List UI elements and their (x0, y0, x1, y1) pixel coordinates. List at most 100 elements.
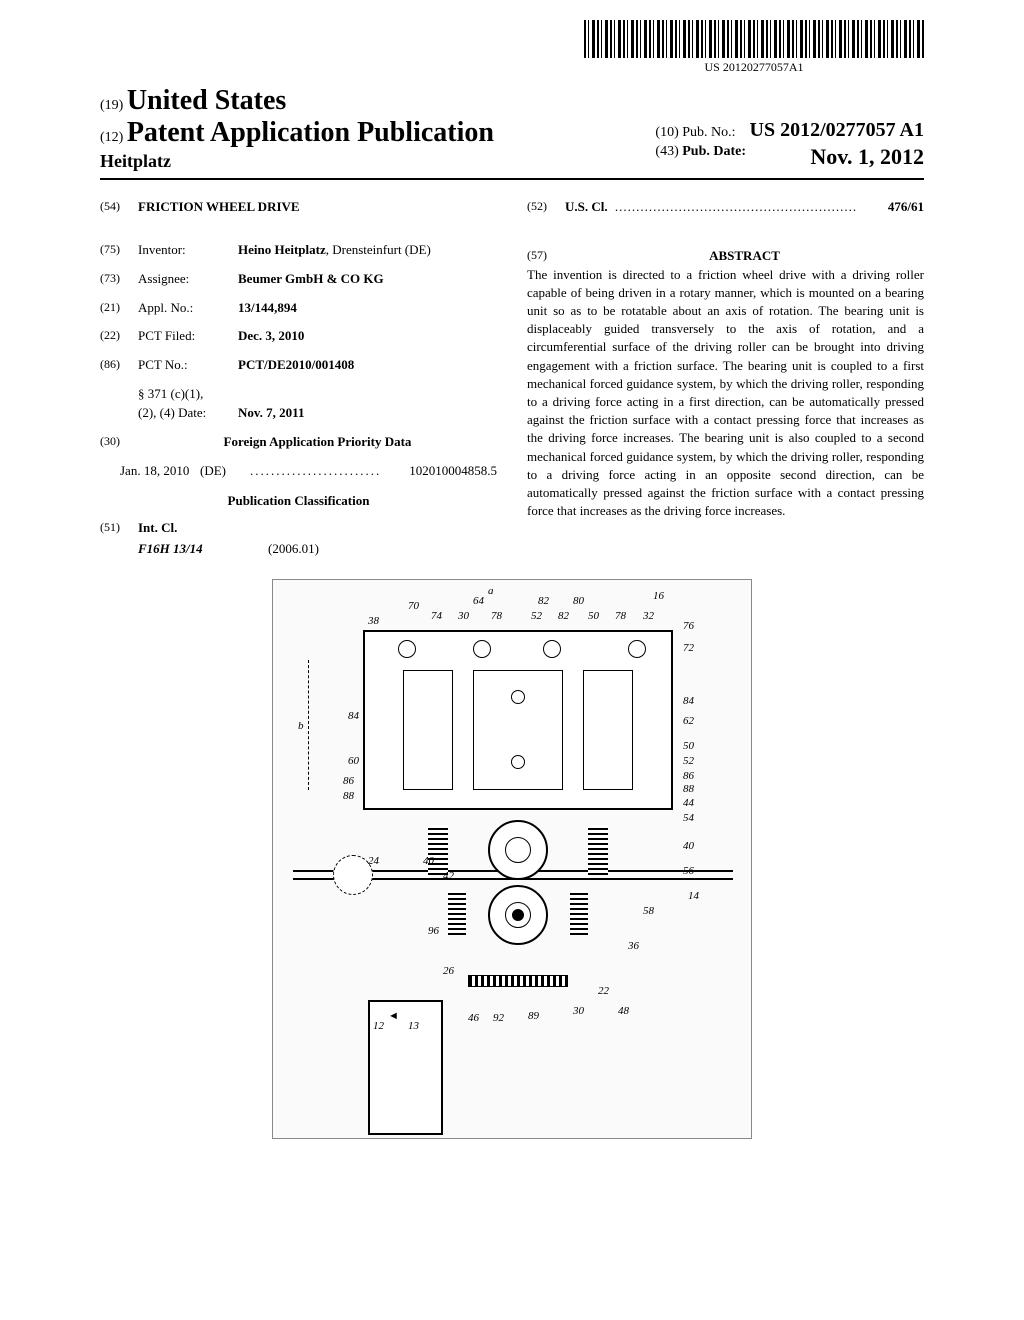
fig-ref: 22 (598, 985, 609, 997)
barcode-text: US 20120277057A1 (584, 60, 924, 75)
left-column: (54) FRICTION WHEEL DRIVE (75) Inventor:… (100, 198, 497, 559)
fig-ref: 32 (643, 610, 654, 622)
fig-ref: 14 (688, 890, 699, 902)
fig-ref: 86 (343, 775, 354, 787)
fig-ref: 50 (683, 740, 694, 752)
country-code: (19) (100, 98, 123, 113)
fpd-heading-row: (30) Foreign Application Priority Data (100, 433, 497, 452)
uscl-value: 476/61 (888, 198, 924, 217)
fig-ref: b (298, 720, 304, 732)
pctno-label: PCT No.: (138, 356, 238, 375)
fig-ref: 36 (628, 940, 639, 952)
uscl-row: (52) U.S. Cl. ..........................… (527, 198, 924, 217)
header-left: (19) United States (12) Patent Applicati… (100, 85, 494, 172)
fig-ref: 58 (643, 905, 654, 917)
abstract-heading: ABSTRACT (565, 247, 924, 266)
fig-ref: 84 (683, 695, 694, 707)
fig-ref: 88 (683, 783, 694, 795)
fig-ref: 60 (348, 755, 359, 767)
fig-ref: 52 (531, 610, 542, 622)
fig-ref: 54 (683, 812, 694, 824)
pub-type-code: (12) (100, 130, 123, 145)
fig-ref: 92 (493, 1012, 504, 1024)
fig-ref: 80 (573, 595, 584, 607)
fig-ref: 13 (408, 1020, 419, 1032)
abstract-text: The invention is directed to a friction … (527, 266, 924, 521)
pubno-code: (10) (655, 125, 678, 140)
intcl-data-row: F16H 13/14 (2006.01) (138, 540, 497, 559)
intcl-class: F16H 13/14 (138, 540, 268, 559)
fpd-heading: Foreign Application Priority Data (138, 433, 497, 452)
fig-ref: 56 (683, 865, 694, 877)
fig-ref: 30 (458, 610, 469, 622)
pctfiled-row: (22) PCT Filed: Dec. 3, 2010 (100, 327, 497, 346)
inventor-label: Inventor: (138, 241, 238, 260)
pctno-code: (86) (100, 356, 138, 375)
fig-ref: 86 (683, 770, 694, 782)
fig-ref: 82 (538, 595, 549, 607)
inventor-value: Heino Heitplatz, Drensteinfurt (DE) (238, 241, 497, 260)
inventor-loc: , Drensteinfurt (DE) (326, 242, 431, 257)
intcl-row: (51) Int. Cl. (100, 519, 497, 538)
country-line: (19) United States (100, 85, 494, 117)
fpd-dots: ......................... (250, 462, 409, 481)
fig-ref: 12 (373, 1020, 384, 1032)
pctfiled-value: Dec. 3, 2010 (238, 327, 497, 346)
fig-ref: 89 (528, 1010, 539, 1022)
title-row: (54) FRICTION WHEEL DRIVE (100, 198, 497, 231)
abstract-code: (57) (527, 247, 565, 266)
uscl-code: (52) (527, 198, 565, 217)
intcl-code: (51) (100, 519, 138, 538)
fig-ref: 44 (683, 797, 694, 809)
pctfiled-label: PCT Filed: (138, 327, 238, 346)
header-right: (10) Pub. No.: US 2012/0277057 A1 (43) P… (655, 119, 924, 172)
fpd-number: 102010004858.5 (409, 462, 497, 481)
fig-ref: 40 (683, 840, 694, 852)
intcl-year: (2006.01) (268, 540, 319, 559)
figure-region: ◄ 16 70 64 82 80 38 74 30 78 52 82 50 78… (100, 579, 924, 1144)
pubdate-label: Pub. Date: (682, 144, 746, 159)
pubno-value: US 2012/0277057 A1 (750, 119, 924, 141)
fig-ref: 82 (558, 610, 569, 622)
fpd-code: (30) (100, 433, 138, 452)
s371-label1: § 371 (c)(1), (138, 385, 497, 404)
pubdate-line: (43) Pub. Date: Nov. 1, 2012 (655, 144, 924, 160)
pubno-label: Pub. No.: (682, 125, 735, 140)
country-name: United States (127, 85, 286, 116)
pctno-row: (86) PCT No.: PCT/DE2010/001408 (100, 356, 497, 375)
fig-ref: 16 (653, 590, 664, 602)
pubdate-code: (43) (655, 144, 678, 159)
inventor-code: (75) (100, 241, 138, 260)
uscl-dots: ........................................… (611, 198, 888, 217)
abstract-heading-row: (57) ABSTRACT (527, 247, 924, 266)
assignee-code: (73) (100, 270, 138, 289)
fig-ref: 38 (368, 615, 379, 627)
applno-row: (21) Appl. No.: 13/144,894 (100, 299, 497, 318)
fig-ref: 78 (491, 610, 502, 622)
fpd-data-row: Jan. 18, 2010 (DE) .....................… (100, 462, 497, 481)
fig-ref: 78 (615, 610, 626, 622)
inventor-row: (75) Inventor: Heino Heitplatz, Drenstei… (100, 241, 497, 260)
fig-ref: 52 (683, 755, 694, 767)
fig-ref: 88 (343, 790, 354, 802)
s371-value: Nov. 7, 2011 (238, 404, 304, 423)
patent-figure: ◄ 16 70 64 82 80 38 74 30 78 52 82 50 78… (272, 579, 752, 1139)
pubdate-value: Nov. 1, 2012 (810, 144, 924, 170)
fig-ref: 96 (428, 925, 439, 937)
fig-ref: 50 (588, 610, 599, 622)
right-column: (52) U.S. Cl. ..........................… (527, 198, 924, 559)
invention-title: FRICTION WHEEL DRIVE (138, 198, 300, 217)
fig-ref: a (488, 585, 494, 597)
content-columns: (54) FRICTION WHEEL DRIVE (75) Inventor:… (100, 198, 924, 559)
pubno-line: (10) Pub. No.: US 2012/0277057 A1 (655, 119, 924, 142)
fig-ref: 84 (348, 710, 359, 722)
fig-ref: 72 (683, 642, 694, 654)
fig-ref: 40 (423, 855, 434, 867)
document-header: (19) United States (12) Patent Applicati… (100, 85, 924, 180)
pub-type: Patent Application Publication (127, 117, 494, 148)
fig-ref: 24 (368, 855, 379, 867)
title-code: (54) (100, 198, 138, 231)
s371-block: § 371 (c)(1), (2), (4) Date: Nov. 7, 201… (138, 385, 497, 423)
assignee-row: (73) Assignee: Beumer GmbH & CO KG (100, 270, 497, 289)
fig-ref: 26 (443, 965, 454, 977)
